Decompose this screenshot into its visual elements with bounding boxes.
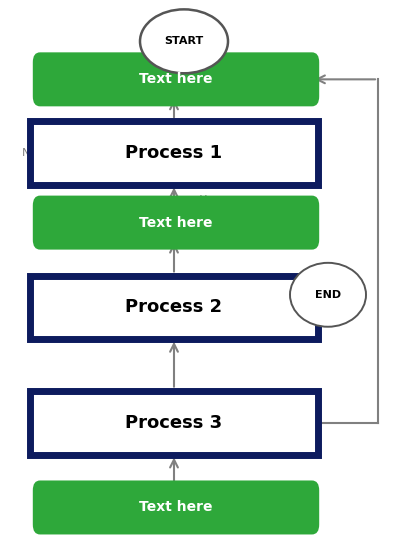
Text: Text here: Text here	[139, 215, 213, 230]
Text: Text here: Text here	[139, 72, 213, 87]
FancyBboxPatch shape	[30, 121, 318, 185]
Text: Process 1: Process 1	[126, 144, 222, 162]
FancyBboxPatch shape	[33, 480, 319, 534]
Text: Process 3: Process 3	[126, 414, 222, 432]
FancyBboxPatch shape	[30, 391, 318, 455]
Text: END: END	[315, 290, 341, 300]
FancyBboxPatch shape	[33, 196, 319, 250]
Ellipse shape	[290, 263, 366, 327]
Ellipse shape	[140, 9, 228, 73]
Text: No: No	[22, 148, 37, 158]
Text: Yes: Yes	[200, 195, 218, 205]
Text: START: START	[164, 36, 204, 46]
Text: Text here: Text here	[139, 500, 213, 515]
FancyBboxPatch shape	[33, 52, 319, 106]
Text: Process 2: Process 2	[126, 298, 222, 316]
FancyBboxPatch shape	[30, 276, 318, 339]
